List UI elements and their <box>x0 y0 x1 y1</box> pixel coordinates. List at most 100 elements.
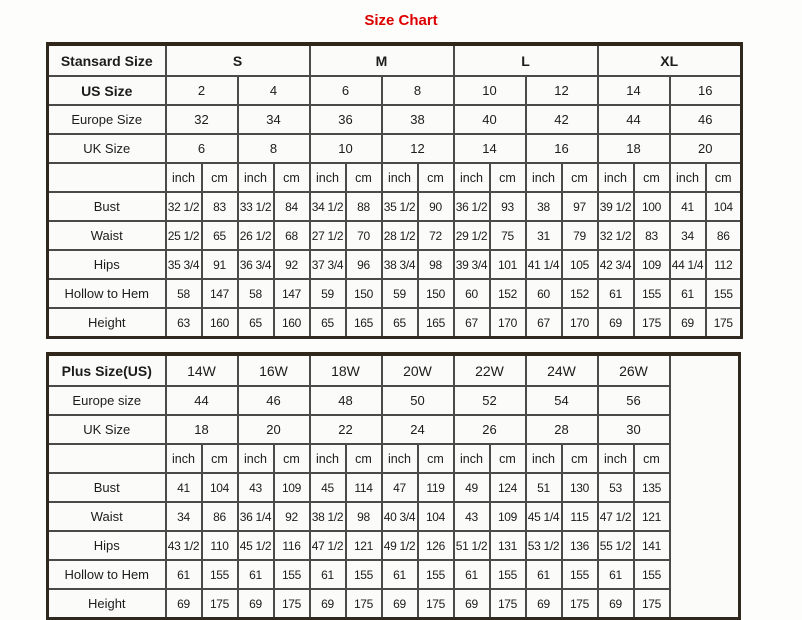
size-value: 54 <box>524 385 599 416</box>
measure-row: Bust 41 104 43 109 45 114 47 119 49 124 51 130 53 135 <box>46 472 740 503</box>
row-label: Hollow to Hem <box>46 278 167 309</box>
measure-value: 65 <box>380 307 419 339</box>
measure-value: 104 <box>704 191 743 222</box>
measure-value: 175 <box>704 307 743 339</box>
measure-value: 32 1/2 <box>164 191 203 222</box>
measure-value: 67 <box>524 307 563 339</box>
size-value: 50 <box>380 385 455 416</box>
measure-value: 69 <box>164 588 203 620</box>
measure-value: 41 <box>164 472 203 503</box>
measure-value: 69 <box>596 588 635 620</box>
size-value: 4 <box>236 75 311 106</box>
unit-cell: cm <box>200 443 239 474</box>
unit-cell: cm <box>344 162 383 193</box>
measure-value: 59 <box>308 278 347 309</box>
unit-cell: cm <box>416 443 455 474</box>
measure-value: 53 1/2 <box>524 530 563 561</box>
measure-value: 39 3/4 <box>452 249 491 280</box>
unit-cell: inch <box>236 162 275 193</box>
size-value: 8 <box>236 133 311 164</box>
measure-value: 101 <box>488 249 527 280</box>
measure-value: 70 <box>344 220 383 251</box>
measure-value: 114 <box>344 472 383 503</box>
unit-cell: inch <box>164 162 203 193</box>
measure-value: 110 <box>200 530 239 561</box>
measure-value: 72 <box>416 220 455 251</box>
measure-value: 83 <box>632 220 671 251</box>
measure-value: 58 <box>236 278 275 309</box>
measure-value: 170 <box>560 307 599 339</box>
unit-cell: inch <box>236 443 275 474</box>
size-value: 20 <box>668 133 743 164</box>
unit-cell: inch <box>308 443 347 474</box>
measure-value: 175 <box>632 307 671 339</box>
measure-value: 83 <box>200 191 239 222</box>
measure-value: 75 <box>488 220 527 251</box>
measure-value: 67 <box>452 307 491 339</box>
measure-value: 130 <box>560 472 599 503</box>
size-group-header: 20W <box>380 353 455 387</box>
measure-value: 34 <box>164 501 203 532</box>
size-value: 40 <box>452 104 527 135</box>
measure-value: 175 <box>200 588 239 620</box>
measure-row: Waist 25 1/2 65 26 1/2 68 27 1/2 70 28 1/2 72 29 … <box>46 220 743 251</box>
measure-value: 58 <box>164 278 203 309</box>
measure-value: 152 <box>560 278 599 309</box>
unit-row: inch cm inch cm inch cm inch cm inch cm inch cm inch… <box>46 162 743 193</box>
row-label: UK Size <box>46 133 167 164</box>
size-group-header: 22W <box>452 353 527 387</box>
measure-value: 105 <box>560 249 599 280</box>
unit-cell: inch <box>596 443 635 474</box>
measure-value: 61 <box>164 559 203 590</box>
measure-value: 69 <box>236 588 275 620</box>
size-value: 44 <box>164 385 239 416</box>
measure-value: 155 <box>632 278 671 309</box>
unit-cell: inch <box>452 162 491 193</box>
row-label: Hollow to Hem <box>46 559 167 590</box>
unit-cell: inch <box>452 443 491 474</box>
row-label: Bust <box>46 191 167 222</box>
measure-row: Height 69 175 69 175 69 175 69 175 69 175 69 175 69 17… <box>46 588 740 620</box>
measure-row: Waist 34 86 36 1/4 92 38 1/2 98 40 3/4 104 43 109 4… <box>46 501 740 532</box>
measure-value: 41 1/4 <box>524 249 563 280</box>
row-label: Waist <box>46 501 167 532</box>
size-value: 10 <box>308 133 383 164</box>
size-value: 46 <box>236 385 311 416</box>
measure-value: 116 <box>272 530 311 561</box>
size-value: 22 <box>308 414 383 445</box>
size-value: 16 <box>668 75 743 106</box>
measure-value: 49 <box>452 472 491 503</box>
measure-value: 65 <box>236 307 275 339</box>
size-value: 26 <box>452 414 527 445</box>
unit-cell: inch <box>380 443 419 474</box>
measure-value: 136 <box>560 530 599 561</box>
size-value: 48 <box>308 385 383 416</box>
empty-column <box>668 353 741 620</box>
measure-value: 37 3/4 <box>308 249 347 280</box>
measure-value: 34 <box>668 220 707 251</box>
measure-value: 175 <box>416 588 455 620</box>
measure-value: 43 1/2 <box>164 530 203 561</box>
measure-value: 165 <box>416 307 455 339</box>
size-value: 12 <box>380 133 455 164</box>
size-value: 18 <box>596 133 671 164</box>
measure-value: 36 1/4 <box>236 501 275 532</box>
measure-value: 45 <box>308 472 347 503</box>
size-value: 28 <box>524 414 599 445</box>
unit-cell: cm <box>488 443 527 474</box>
measure-value: 51 <box>524 472 563 503</box>
measure-value: 91 <box>200 249 239 280</box>
measure-value: 38 <box>524 191 563 222</box>
measure-row: Hollow to Hem 58 147 58 147 59 150 59 150 60 152 60… <box>46 278 743 309</box>
measure-value: 147 <box>200 278 239 309</box>
size-value: 24 <box>380 414 455 445</box>
measure-row: Height 63 160 65 160 65 165 65 165 67 170 67 170 69 17… <box>46 307 743 339</box>
unit-cell: cm <box>272 162 311 193</box>
unit-cell: inch <box>308 162 347 193</box>
measure-value: 175 <box>488 588 527 620</box>
measure-value: 175 <box>272 588 311 620</box>
measure-value: 69 <box>668 307 707 339</box>
measure-value: 41 <box>668 191 707 222</box>
measure-value: 61 <box>596 559 635 590</box>
row-label: Bust <box>46 472 167 503</box>
